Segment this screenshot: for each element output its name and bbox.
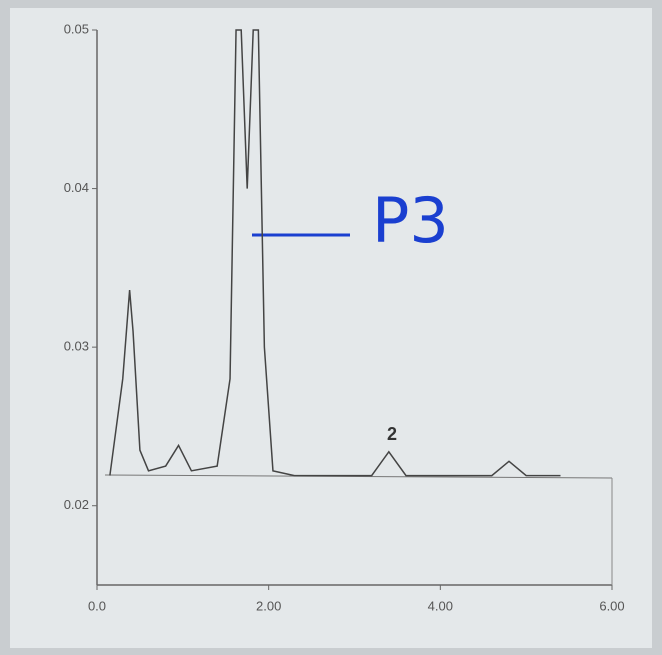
trace	[109, 29, 561, 477]
peak-label: 2	[387, 424, 397, 444]
y-tick-label: 0.05	[64, 21, 89, 36]
x-tick-label: 6.00	[599, 598, 624, 613]
x-tick-label: 0.0	[88, 598, 106, 613]
photo-background	[10, 8, 652, 648]
y-tick-label: 0.02	[64, 497, 89, 512]
y-tick-label: 0.03	[64, 339, 89, 354]
y-tick-label: 0.04	[64, 180, 89, 195]
x-tick-label: 2.00	[256, 598, 281, 613]
baseline	[104, 474, 613, 479]
annotation: P3	[372, 184, 449, 257]
x-tick-label: 4.00	[428, 598, 453, 613]
